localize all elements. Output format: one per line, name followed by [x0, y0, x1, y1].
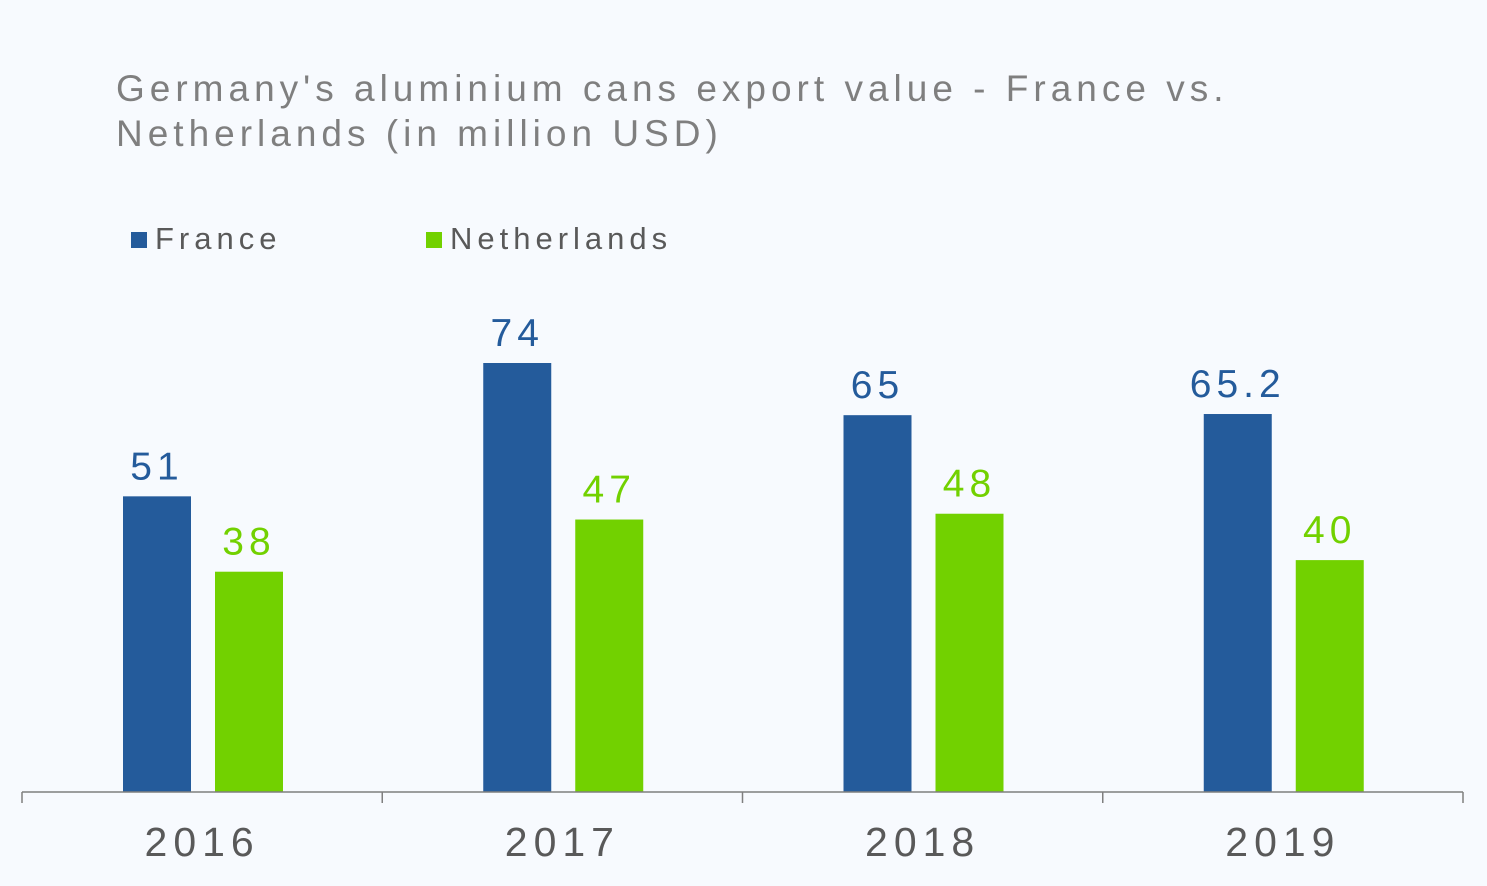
data-label-france-2016: 51 [130, 445, 183, 488]
data-label-france-2019: 65.2 [1190, 363, 1286, 406]
bar-netherlands-2019 [1295, 560, 1364, 792]
legend-swatch-netherlands [426, 232, 442, 248]
x-tick-label-2017: 2017 [505, 819, 620, 865]
data-label-france-2017: 74 [491, 312, 544, 355]
x-tick-label-2016: 2016 [145, 819, 260, 865]
legend-label-netherlands: Netherlands [450, 221, 673, 256]
bar-netherlands-2018 [935, 513, 1004, 792]
chart-title-line-2: Netherlands (in million USD) [116, 113, 723, 154]
legend-label-france: France [155, 221, 282, 256]
bar-netherlands-2016 [215, 571, 283, 792]
bar-netherlands-2017 [575, 519, 644, 792]
bar-france-2018 [843, 415, 912, 792]
data-label-netherlands-2018: 48 [943, 463, 996, 506]
bar-france-2019 [1203, 414, 1272, 792]
x-tick-label-2019: 2019 [1225, 819, 1340, 865]
bar-france-2017 [483, 363, 552, 792]
chart-title-line-1: Germany's aluminium cans export value - … [116, 68, 1229, 109]
data-label-netherlands-2019: 40 [1303, 509, 1356, 552]
legend-swatch-france [131, 232, 147, 248]
chart-title: Germany's aluminium cans export value - … [116, 66, 1366, 156]
bar-france-2016 [123, 496, 191, 792]
x-tick-label-2018: 2018 [865, 819, 980, 865]
data-label-france-2018: 65 [851, 364, 904, 407]
data-label-netherlands-2017: 47 [583, 469, 636, 512]
data-label-netherlands-2016: 38 [222, 521, 275, 564]
